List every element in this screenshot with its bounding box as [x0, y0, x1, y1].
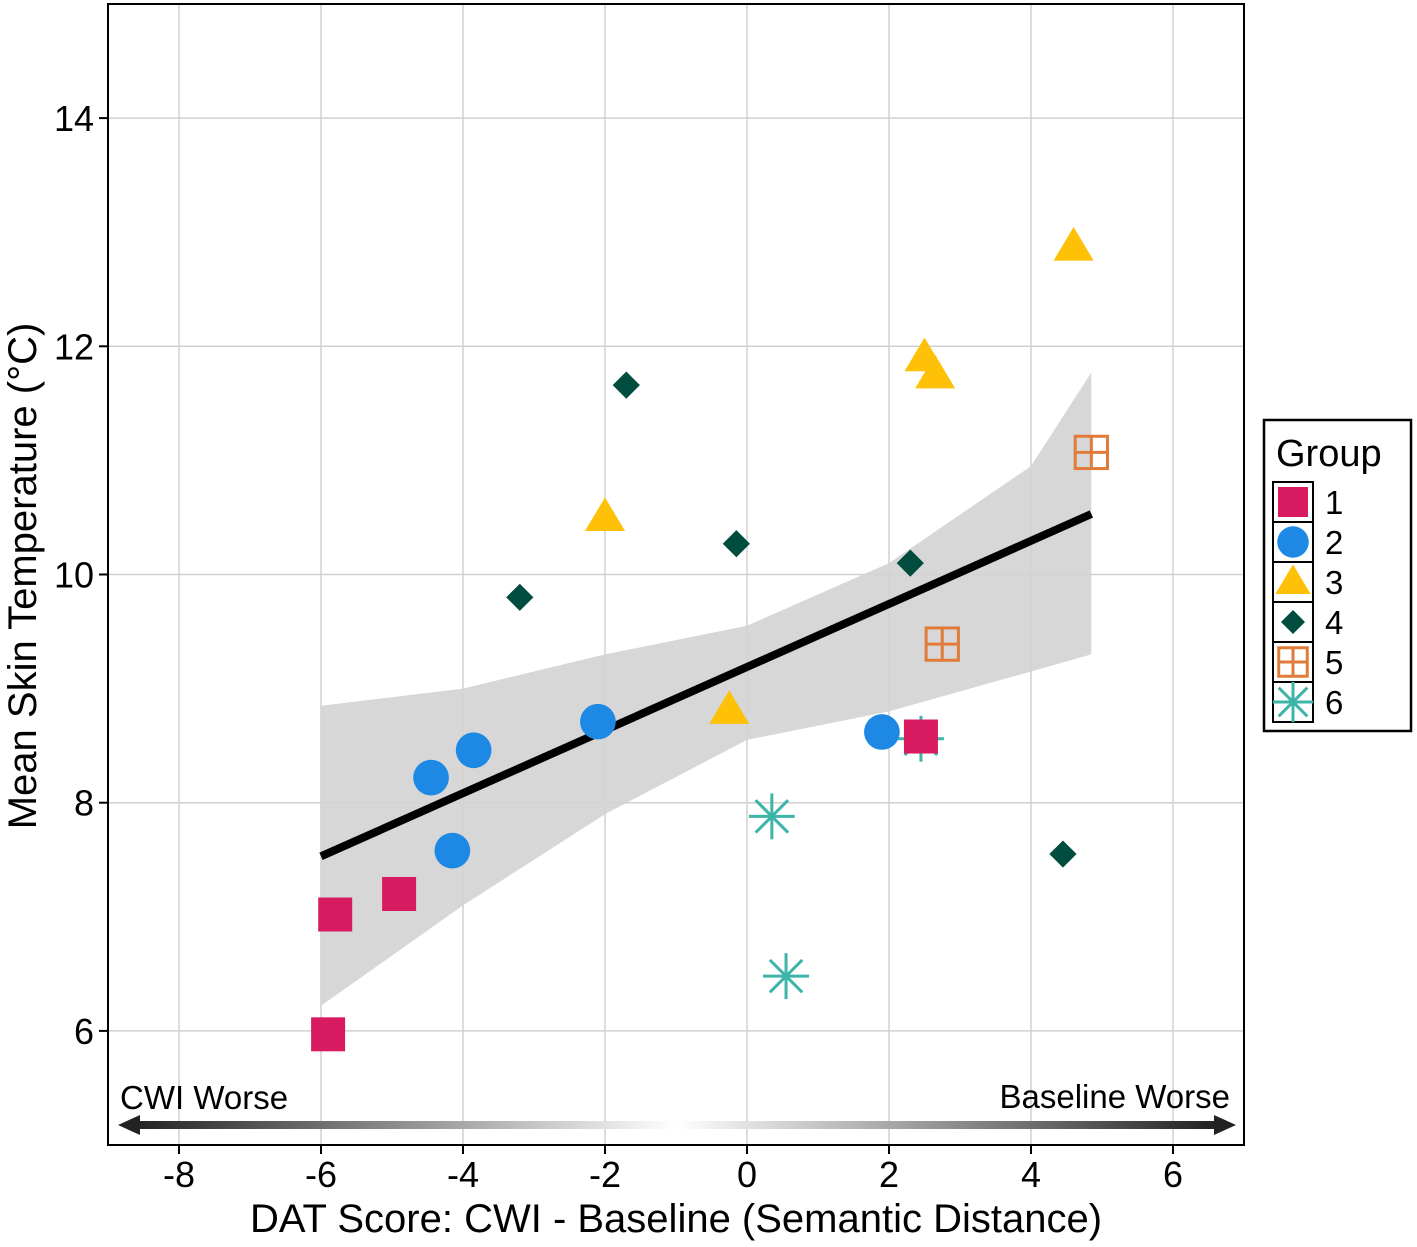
- legend-marker-1: [1278, 487, 1308, 517]
- legend-title: Group: [1276, 433, 1382, 475]
- data-points: [311, 227, 1109, 1052]
- x-axis-title: DAT Score: CWI - Baseline (Semantic Dist…: [250, 1197, 1102, 1241]
- point-group-5: [924, 626, 960, 662]
- point-group-4: [1049, 840, 1077, 868]
- point-group-3: [915, 354, 956, 389]
- x-tick-label: -8: [163, 1154, 195, 1195]
- legend-marker-5: [1277, 646, 1309, 678]
- legend-label-1: 1: [1325, 484, 1343, 521]
- annotation-baseline-worse: Baseline Worse: [999, 1078, 1230, 1115]
- legend-label-5: 5: [1325, 644, 1343, 681]
- point-group-2: [455, 732, 492, 769]
- fit-line-group: [319, 510, 1093, 860]
- x-tick-label: -4: [447, 1154, 479, 1195]
- x-tick-label: 0: [737, 1154, 757, 1195]
- x-tick-label: -6: [305, 1154, 337, 1195]
- y-tick-label: 10: [54, 555, 94, 596]
- y-tick-label: 14: [54, 98, 94, 139]
- point-group-5: [1073, 434, 1109, 471]
- point-group-2: [864, 714, 900, 750]
- direction-arrowhead-right: [1214, 1115, 1236, 1135]
- point-group-4: [506, 583, 534, 611]
- point-group-1: [903, 719, 938, 754]
- point-group-4: [722, 530, 750, 558]
- point-group-3: [1053, 227, 1094, 261]
- y-tick-label: 6: [74, 1011, 94, 1052]
- point-group-6: [763, 953, 809, 1000]
- point-group-4: [896, 549, 924, 577]
- y-tick-label: 12: [54, 326, 94, 367]
- legend-label-6: 6: [1325, 684, 1343, 721]
- point-group-3: [709, 690, 750, 724]
- y-axis-title: Mean Skin Temperature (°C): [1, 323, 45, 830]
- legend-marker-6: [1272, 681, 1314, 723]
- point-group-4: [612, 371, 640, 399]
- legend-marker-3: [1275, 564, 1311, 594]
- direction-arrow-shaft: [135, 1121, 1216, 1129]
- legend-marker-4: [1281, 610, 1305, 634]
- fit-line: [319, 510, 1093, 860]
- annotation-cwi-worse: CWI Worse: [120, 1079, 288, 1116]
- point-group-1: [318, 897, 353, 932]
- point-group-1: [382, 876, 417, 911]
- legend-label-3: 3: [1325, 564, 1343, 601]
- point-group-2: [434, 832, 471, 869]
- legend-label-4: 4: [1325, 604, 1343, 641]
- direction-arrowhead-left: [118, 1115, 140, 1135]
- x-tick-label: 4: [1021, 1154, 1041, 1195]
- x-tick-label: -2: [589, 1154, 621, 1195]
- point-group-2: [413, 759, 449, 796]
- point-group-2: [580, 703, 616, 740]
- axes-group: -8 -6 -4 -2 0 2 4 6 6 8 10 12 14: [54, 98, 1183, 1195]
- point-group-1: [311, 1017, 346, 1052]
- point-group-3: [584, 497, 626, 532]
- legend-label-2: 2: [1325, 524, 1343, 561]
- point-group-6: [748, 793, 795, 840]
- x-tick-label: 2: [879, 1154, 899, 1195]
- legend-marker-2: [1277, 526, 1309, 558]
- y-tick-label: 8: [74, 783, 94, 824]
- direction-arrow-group: [118, 1115, 1236, 1135]
- x-tick-label: 6: [1163, 1154, 1183, 1195]
